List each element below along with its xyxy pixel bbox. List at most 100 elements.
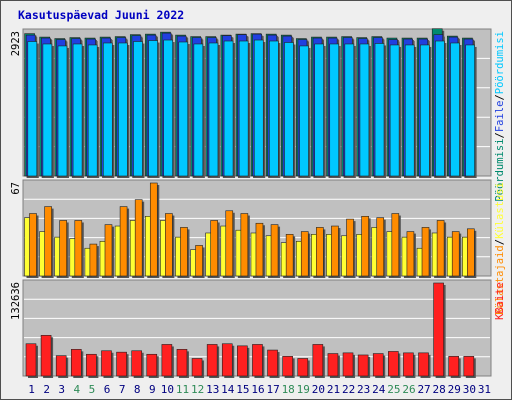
chart-panels: 2923Pöördumisi/Faile/Pöördumisi67Külasta… — [10, 28, 506, 378]
bar-kulastajaid-d29 — [451, 231, 460, 277]
bar-s2-d20 — [314, 43, 324, 177]
x-tick-label-17: 17 — [266, 383, 279, 396]
bar-kulastajaid-d5 — [89, 243, 98, 277]
bar-kulastajaid-d22 — [346, 218, 354, 277]
bar-kbaite-d1 — [25, 343, 37, 377]
bar-kulastajaid-d2 — [44, 206, 52, 277]
bar-kbaite-d11 — [176, 349, 188, 377]
bar-s2-d18 — [284, 42, 294, 177]
x-tick-label-21: 21 — [327, 383, 340, 396]
legend-entry-0: Külastajaid — [494, 245, 506, 315]
bar-s2-d19 — [299, 45, 309, 177]
bar-kulastajaid-d8 — [134, 199, 143, 277]
bar-kbaite-d26 — [403, 352, 414, 377]
legend-entry-1: / — [494, 239, 506, 245]
bar-s2-d6 — [102, 42, 113, 177]
bar-s2-d28 — [435, 40, 445, 177]
x-tick-label-19: 19 — [297, 383, 310, 396]
legend-entry-3: / — [494, 94, 506, 100]
bar-kbaite-d20 — [312, 344, 324, 377]
bar-kulastajaid-d13 — [210, 220, 218, 277]
bar-s2-d22 — [344, 43, 355, 177]
x-tick-label-28: 28 — [433, 383, 446, 396]
bar-s2-d15 — [238, 40, 249, 177]
bar-s2-d1 — [27, 41, 38, 177]
x-tick-label-24: 24 — [372, 383, 386, 396]
bar-kulastajaid-d16 — [255, 222, 264, 277]
chart-title: Kasutuspäevad Juuni 2022 — [18, 8, 184, 22]
bar-s2-d11 — [178, 41, 189, 177]
x-tick-label-2: 2 — [43, 383, 50, 396]
bar-kbaite-d18 — [282, 356, 293, 377]
x-tick-label-3: 3 — [58, 383, 65, 396]
bar-kulastajaid-d24 — [376, 217, 385, 277]
panel-2: 67 Külastajaid/Külastusi — [10, 179, 506, 315]
bar-kulastajaid-d25 — [391, 213, 400, 277]
x-tick-label-26: 26 — [402, 383, 415, 396]
x-tick-label-14: 14 — [221, 383, 235, 396]
x-tick-label-30: 30 — [463, 383, 476, 396]
bar-kbaite-d8 — [131, 350, 142, 377]
bar-s2-d13 — [208, 42, 219, 177]
bar-kbaite-d25 — [388, 351, 399, 377]
x-tick-label-15: 15 — [236, 383, 249, 396]
legend-entry-1: / — [494, 132, 506, 138]
legend: KBaite — [494, 282, 506, 320]
bar-kulastajaid-d30 — [467, 228, 475, 277]
x-tick-label-1: 1 — [28, 383, 35, 396]
bar-kbaite-d16 — [252, 344, 263, 377]
bar-s2-d26 — [404, 44, 415, 177]
bar-kbaite-d13 — [206, 344, 218, 377]
x-tick-label-11: 11 — [176, 383, 189, 396]
bar-kulastajaid-d18 — [285, 234, 294, 277]
bar-kulastajaid-d12 — [195, 245, 203, 277]
panel-3: 132636 KBaite — [10, 279, 506, 378]
x-tick-label-8: 8 — [134, 383, 141, 396]
bar-kbaite-d28 — [433, 282, 444, 377]
bar-s2-d29 — [450, 42, 460, 177]
bar-kbaite-d23 — [357, 354, 369, 377]
bar-kulastajaid-d4 — [74, 220, 83, 277]
bar-kulastajaid-d3 — [59, 220, 67, 277]
bar-s2-d25 — [389, 44, 400, 177]
bar-kulastajaid-d27 — [421, 227, 430, 277]
bar-s2-d17 — [269, 40, 279, 177]
legend: Külastajaid/Külastusi — [494, 182, 506, 315]
legend-entry-0: Pöördumisi — [494, 138, 506, 201]
bar-kulastajaid-d20 — [316, 227, 324, 277]
x-tick-label-16: 16 — [251, 383, 264, 396]
x-axis-labels: 1 2 3 4 5 6 7 8 9 10 11 12 13 14 15 16 17 18 19 20 21 22 23 24 2… — [28, 383, 491, 396]
bar-s2-d10 — [163, 39, 173, 177]
bar-kbaite-d21 — [327, 353, 339, 377]
bar-s2-d8 — [133, 41, 143, 177]
bar-s2-d27 — [420, 44, 430, 177]
bar-s2-d5 — [87, 44, 98, 177]
x-tick-label-4: 4 — [74, 383, 81, 396]
x-tick-label-12: 12 — [191, 383, 204, 396]
bar-kulastajaid-d1 — [29, 213, 37, 277]
legend-entry-2: Faile — [494, 101, 506, 133]
bar-kbaite-d19 — [297, 358, 309, 377]
x-tick-label-9: 9 — [149, 383, 156, 396]
x-tick-label-31: 31 — [478, 383, 491, 396]
bar-kbaite-d24 — [372, 353, 384, 377]
bar-kulastajaid-d19 — [300, 231, 309, 277]
x-tick-label-5: 5 — [89, 383, 96, 396]
bar-kulastajaid-d15 — [240, 213, 249, 277]
bar-kbaite-d4 — [70, 349, 82, 377]
bar-kulastajaid-d21 — [331, 225, 339, 277]
bar-kbaite-d6 — [101, 350, 112, 377]
bar-s2-d2 — [42, 43, 53, 177]
bar-kulastajaid-d28 — [436, 220, 445, 277]
bar-s2-d14 — [223, 40, 234, 177]
x-tick-label-7: 7 — [119, 383, 126, 396]
bar-kbaite-d29 — [448, 356, 460, 377]
x-tick-label-10: 10 — [161, 383, 174, 396]
bar-kbaite-d2 — [40, 335, 52, 377]
bar-kulastajaid-d14 — [225, 210, 234, 277]
bar-kulastajaid-d23 — [361, 216, 369, 277]
bar-kbaite-d27 — [418, 352, 429, 377]
legend-entry-4: Pöördumisi — [494, 31, 506, 94]
x-tick-label-29: 29 — [448, 383, 461, 396]
